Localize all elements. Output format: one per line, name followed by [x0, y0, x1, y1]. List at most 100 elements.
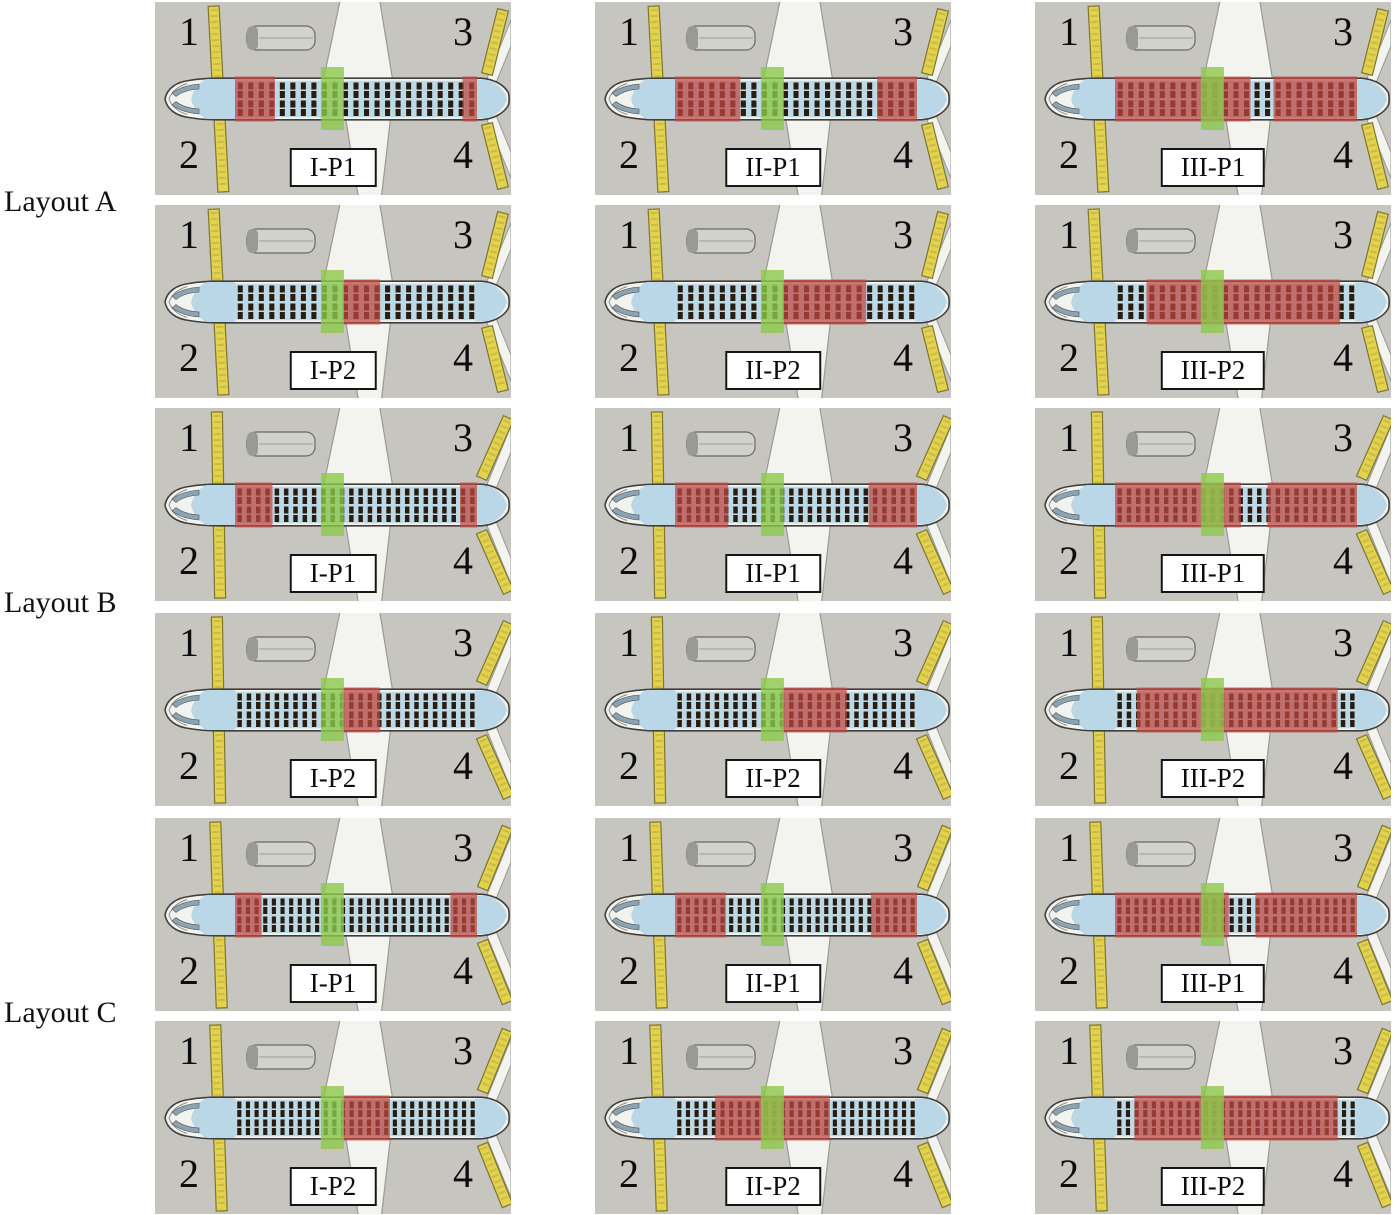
rear-slide-upper-rungs: [484, 215, 506, 275]
aircraft-top-view: [155, 205, 511, 398]
nose-inner-line: [168, 694, 188, 726]
windshield-lower: [611, 917, 640, 931]
nose-inner-line: [168, 83, 188, 115]
exit-number-4: 4: [453, 743, 473, 788]
windshield-upper: [611, 1102, 640, 1116]
tail-cabin: [1355, 79, 1387, 119]
engine-intake: [247, 842, 258, 866]
panel-B-III-P2: 1 2 3 4 III-P2: [1035, 613, 1391, 806]
exit-number-3: 3: [453, 825, 473, 870]
engine-intake: [687, 229, 698, 253]
rear-slide-lower: [1360, 324, 1390, 394]
panel-label: I-P1: [289, 554, 377, 593]
rear-slide-lower: [1355, 528, 1391, 596]
engine-intake: [247, 1045, 258, 1069]
windshield-upper: [1051, 899, 1080, 913]
green-exit-zone: [1200, 270, 1224, 333]
nose-cabin: [191, 1098, 235, 1138]
rear-slide-lower: [476, 938, 511, 1006]
windshield-upper: [1051, 286, 1080, 300]
rear-slide-lower: [920, 324, 950, 394]
rear-slide-upper-rungs: [479, 419, 511, 477]
rear-slide-lower: [480, 121, 510, 191]
nose-inner-line: [608, 286, 628, 318]
nose-inner-line: [608, 83, 628, 115]
green-exit-zone: [320, 678, 344, 741]
tail-cabin: [475, 282, 507, 322]
panel-A-II-P2: 1 2 3 4 II-P2: [595, 205, 951, 398]
exit-number-4: 4: [1333, 948, 1353, 993]
rear-slide-upper: [1355, 414, 1391, 482]
layout-b-label: Layout B: [4, 586, 117, 619]
green-exit-zone: [320, 473, 344, 536]
rear-slide-upper-rungs: [1364, 12, 1386, 72]
rear-slide-upper-rungs: [484, 12, 506, 72]
rear-slide-upper: [915, 619, 951, 687]
tail-cabin: [475, 485, 507, 525]
rear-slide-lower: [916, 1141, 951, 1209]
panel-label: III-P2: [1160, 759, 1266, 798]
red-seat-zone: [341, 1095, 390, 1141]
exit-number-3: 3: [1333, 620, 1353, 665]
green-exit-zone: [760, 473, 784, 536]
rear-slide-upper: [920, 7, 950, 77]
nose-cabin: [631, 282, 675, 322]
panel-label: I-P1: [289, 964, 377, 1003]
windshield-lower: [1051, 917, 1080, 931]
windshield-lower: [171, 712, 200, 726]
rear-slide-upper-rungs: [924, 215, 946, 275]
tail-cabin: [475, 79, 507, 119]
windshield-upper: [611, 286, 640, 300]
nose-inner-line: [1048, 899, 1068, 931]
exit-number-4: 4: [1333, 1151, 1353, 1196]
green-exit-zone: [1200, 1086, 1224, 1149]
engine-intake: [1127, 842, 1138, 866]
rear-slide-lower: [475, 733, 511, 801]
red-seat-zone: [1134, 1095, 1338, 1141]
windshield-upper: [1051, 1102, 1080, 1116]
nose-cabin: [1071, 485, 1115, 525]
aircraft-top-view: [1035, 818, 1391, 1011]
tail-cabin: [915, 282, 947, 322]
exit-number-1: 1: [179, 620, 199, 665]
exit-number-2: 2: [179, 538, 199, 583]
rear-slide-upper: [480, 7, 510, 77]
exit-number-4: 4: [453, 335, 473, 380]
windshield-upper: [171, 489, 200, 503]
exit-number-2: 2: [1059, 743, 1079, 788]
nose-cabin: [191, 282, 235, 322]
exit-number-1: 1: [1059, 415, 1079, 460]
nose-cabin: [1071, 895, 1115, 935]
panel-C-I-P1: 1 2 3 4 I-P1: [155, 818, 511, 1011]
red-seat-zone: [341, 687, 381, 733]
rear-slide-lower: [915, 528, 951, 596]
windshield-upper: [611, 489, 640, 503]
nose-inner-line: [608, 1102, 628, 1134]
nose-inner-line: [608, 489, 628, 521]
windshield-upper: [611, 899, 640, 913]
rear-slide-lower-rungs: [1364, 126, 1386, 186]
engine-intake: [1127, 229, 1138, 253]
rear-slide-lower: [480, 324, 510, 394]
green-exit-zone: [1200, 883, 1224, 946]
red-seat-zone: [871, 892, 917, 938]
nose-cabin: [191, 690, 235, 730]
engine-intake: [687, 1045, 698, 1069]
windshield-upper: [171, 694, 200, 708]
rear-slide-lower: [1356, 1141, 1391, 1209]
nose-cabin: [1071, 690, 1115, 730]
nose-inner-line: [168, 1102, 188, 1134]
nose-cabin: [1071, 79, 1115, 119]
windshield-upper: [1051, 83, 1080, 97]
exit-number-2: 2: [179, 132, 199, 177]
aircraft-top-view: [155, 818, 511, 1011]
green-exit-zone: [1200, 67, 1224, 130]
red-seat-zone: [877, 76, 917, 122]
rear-slide-lower-rungs: [924, 126, 946, 186]
aircraft-top-view: [1035, 2, 1391, 195]
exit-number-2: 2: [619, 743, 639, 788]
nose-cabin: [631, 690, 675, 730]
green-exit-zone: [760, 67, 784, 130]
red-seat-zone: [868, 482, 917, 528]
rear-slide-upper-rungs: [919, 419, 951, 477]
